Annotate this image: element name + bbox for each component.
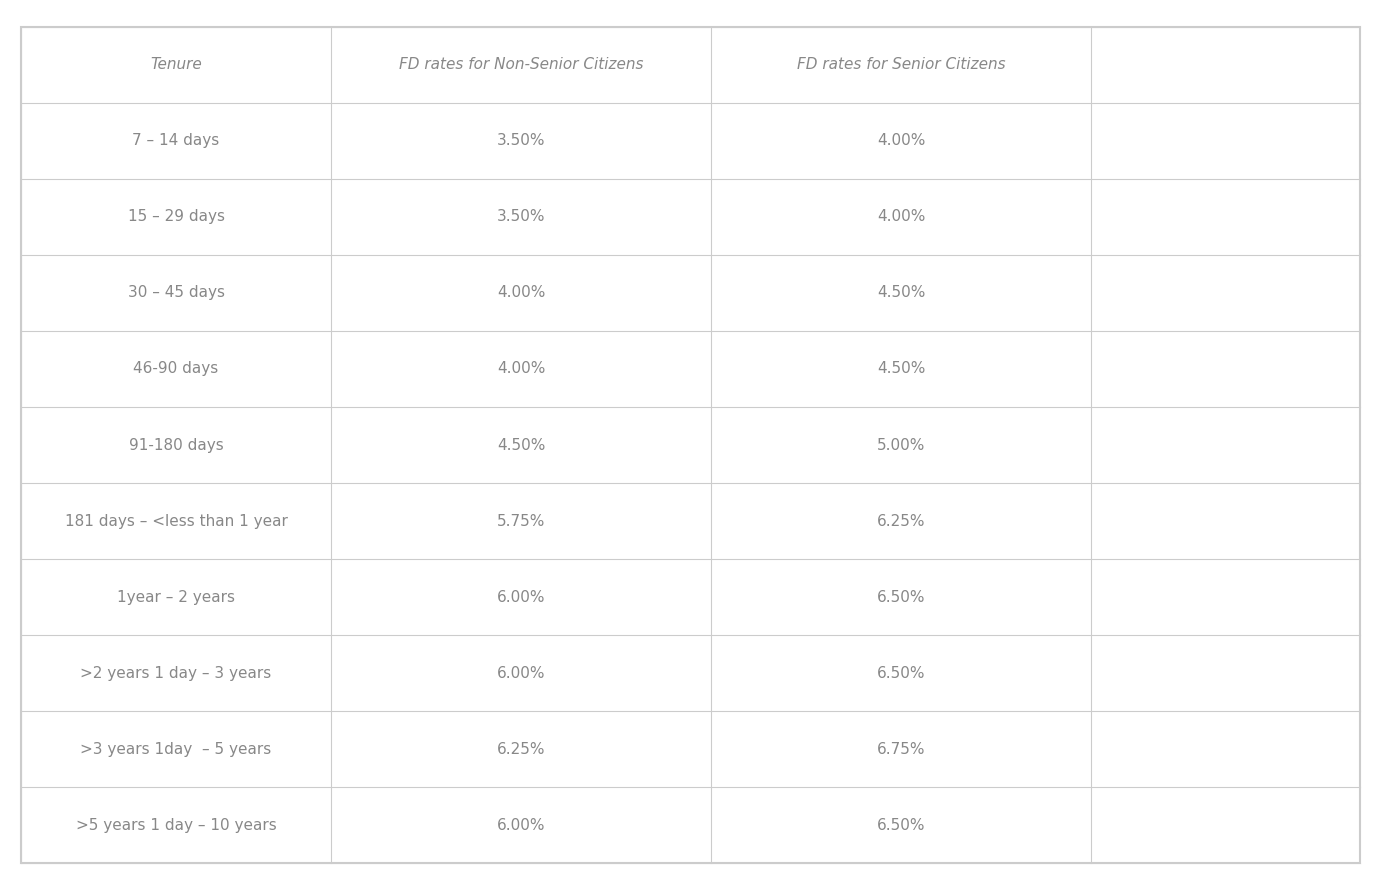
Text: 30 – 45 days: 30 – 45 days	[127, 286, 225, 301]
Text: >3 years 1day  – 5 years: >3 years 1day – 5 years	[80, 741, 272, 756]
Text: 6.50%: 6.50%	[877, 818, 925, 833]
Text: 5.00%: 5.00%	[877, 438, 925, 452]
Text: 4.00%: 4.00%	[497, 286, 545, 301]
Text: 3.50%: 3.50%	[497, 209, 545, 224]
Text: 6.50%: 6.50%	[877, 666, 925, 681]
Text: 4.50%: 4.50%	[877, 361, 925, 376]
Text: FD rates for Non-Senior Citizens: FD rates for Non-Senior Citizens	[399, 57, 644, 72]
Text: 6.00%: 6.00%	[497, 666, 545, 681]
Text: 4.50%: 4.50%	[497, 438, 545, 452]
Text: >2 years 1 day – 3 years: >2 years 1 day – 3 years	[80, 666, 272, 681]
Text: 5.75%: 5.75%	[497, 514, 545, 529]
Text: 46-90 days: 46-90 days	[134, 361, 218, 376]
Text: 181 days – <less than 1 year: 181 days – <less than 1 year	[65, 514, 287, 529]
Text: 4.50%: 4.50%	[877, 286, 925, 301]
Text: 4.00%: 4.00%	[877, 209, 925, 224]
Text: 6.00%: 6.00%	[497, 589, 545, 604]
Text: 6.25%: 6.25%	[877, 514, 925, 529]
Text: 7 – 14 days: 7 – 14 days	[133, 134, 220, 149]
Text: Tenure: Tenure	[151, 57, 202, 72]
Text: 91-180 days: 91-180 days	[128, 438, 224, 452]
Text: 4.00%: 4.00%	[877, 134, 925, 149]
Text: 1year – 2 years: 1year – 2 years	[117, 589, 235, 604]
Text: 15 – 29 days: 15 – 29 days	[127, 209, 225, 224]
Text: FD rates for Senior Citizens: FD rates for Senior Citizens	[797, 57, 1005, 72]
Text: >5 years 1 day – 10 years: >5 years 1 day – 10 years	[76, 818, 276, 833]
Text: 4.00%: 4.00%	[497, 361, 545, 376]
Text: 6.50%: 6.50%	[877, 589, 925, 604]
Text: 6.25%: 6.25%	[497, 741, 545, 756]
Text: 6.00%: 6.00%	[497, 818, 545, 833]
Text: 6.75%: 6.75%	[877, 741, 925, 756]
Text: 3.50%: 3.50%	[497, 134, 545, 149]
